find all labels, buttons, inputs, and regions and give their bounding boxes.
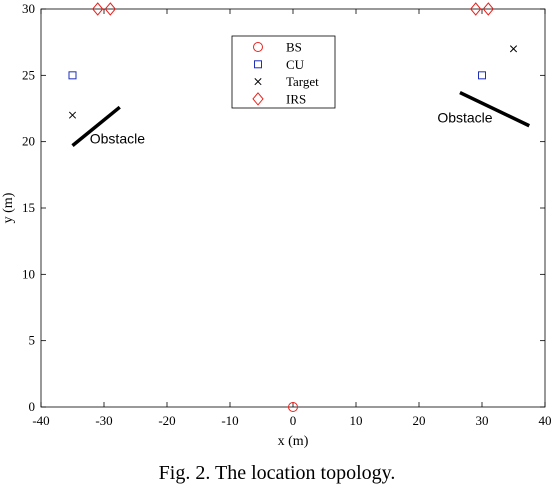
obstacle-line — [71, 105, 121, 148]
legend-label: BS — [286, 40, 302, 55]
x-tick-label: 40 — [539, 413, 552, 428]
location-topology-chart: -40 -30 -20 -10 0 10 20 30 40 0 5 10 15 20 25 30 Obstac… — [1, 1, 552, 449]
y-tick-label: 20 — [22, 134, 35, 149]
y-tick-label: 15 — [22, 200, 35, 215]
y-tick-label: 25 — [22, 67, 35, 82]
legend-marker-irs — [252, 92, 264, 106]
obstacle-label: Obstacle — [437, 110, 492, 126]
legend-label: IRS — [286, 91, 306, 106]
y-tick-label: 30 — [22, 1, 35, 16]
obstacles: Obstacle Obstacle — [71, 91, 531, 148]
obstacle-label: Obstacle — [90, 131, 145, 147]
x-tick-label: -40 — [32, 413, 49, 428]
x-tick-label: -20 — [158, 413, 175, 428]
axis-ticks: -40 -30 -20 -10 0 10 20 30 40 0 5 10 15 20 25 30 — [22, 1, 552, 428]
point-cu — [478, 71, 486, 80]
point-irs — [92, 2, 104, 16]
point-irs — [482, 2, 494, 16]
legend-marker-target — [254, 78, 262, 86]
data-points — [68, 2, 518, 412]
legend-label: CU — [286, 57, 305, 72]
figure-caption: Fig. 2. The location topology. — [158, 462, 396, 484]
point-bs — [288, 402, 298, 412]
point-cu — [68, 71, 77, 80]
point-target — [68, 111, 77, 119]
y-tick-label: 10 — [22, 266, 35, 281]
x-tick-label: -10 — [221, 413, 238, 428]
x-tick-label: 10 — [350, 413, 363, 428]
legend-box — [231, 35, 336, 109]
x-tick-label: 0 — [290, 413, 297, 428]
point-target — [509, 45, 518, 53]
y-tick-label: 0 — [29, 399, 36, 414]
x-tick-label: 20 — [413, 413, 426, 428]
legend-marker-bs — [253, 42, 263, 52]
legend-marker-cu — [254, 60, 262, 69]
y-axis-label: y (m) — [1, 192, 16, 223]
x-tick-label: -30 — [95, 413, 112, 428]
legend: BS CU Target IRS — [231, 35, 336, 109]
legend-label: Target — [286, 74, 319, 89]
x-axis-label: x (m) — [278, 434, 309, 449]
point-irs — [104, 2, 116, 16]
y-tick-label: 5 — [29, 333, 36, 348]
obstacle-line — [459, 91, 531, 128]
point-irs — [470, 2, 482, 16]
x-tick-label: 30 — [476, 413, 489, 428]
